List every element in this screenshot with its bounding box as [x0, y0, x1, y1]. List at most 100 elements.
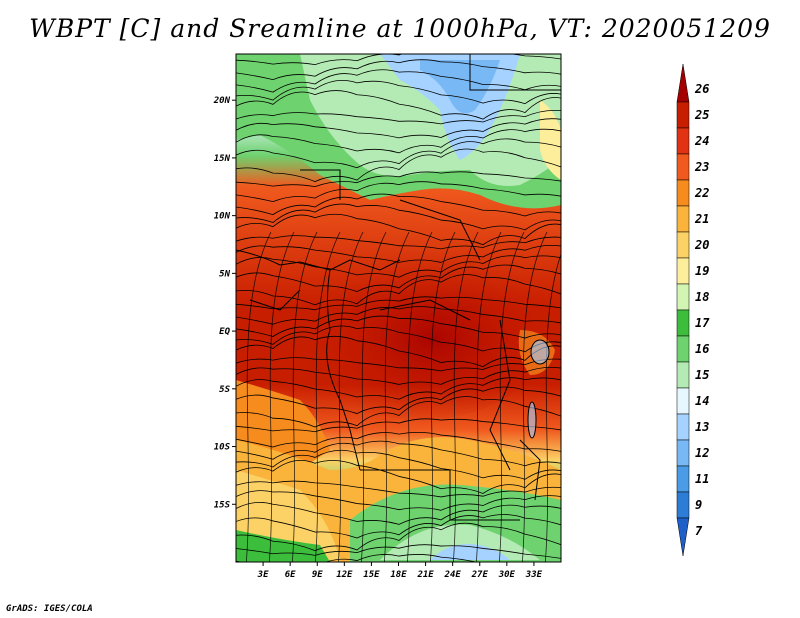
streamline	[475, 231, 502, 562]
streamline	[236, 357, 561, 372]
streamline	[236, 440, 561, 467]
colorbar-label: 22	[694, 186, 709, 200]
streamline	[360, 231, 387, 562]
colorbar-label: 13	[695, 420, 709, 434]
lon-tick-label: 21E	[416, 570, 434, 580]
streamline	[236, 59, 561, 81]
streamline	[236, 554, 478, 562]
lon-tick-label: 15E	[363, 570, 380, 580]
streamline	[236, 148, 561, 183]
colorbar-label: 19	[695, 264, 709, 278]
streamline	[236, 203, 561, 231]
streamline	[236, 79, 561, 105]
lat-tick-label: 15N	[214, 154, 231, 164]
streamline	[236, 366, 561, 385]
colorbar-label: 25	[694, 108, 709, 122]
colorbar-label: 24	[694, 134, 709, 148]
colorbar-segment	[676, 309, 690, 337]
streamline	[236, 213, 561, 246]
colorbar-label: 14	[695, 394, 709, 408]
colorbar-segment	[676, 283, 690, 311]
streamline	[236, 418, 561, 433]
chart-title: WBPT [C] and Sreamline at 1000hPa, VT: 2…	[29, 14, 771, 43]
streamline	[236, 459, 561, 494]
streamline	[406, 231, 433, 562]
colorbar-label: 21	[694, 212, 709, 226]
streamline	[236, 90, 561, 120]
streamline	[236, 235, 561, 250]
lat-tick-label: 10N	[214, 212, 231, 222]
streamline	[236, 264, 561, 292]
streamline	[236, 522, 561, 552]
streamline	[236, 109, 561, 125]
colorbar-label: 16	[695, 342, 709, 356]
colorbar-segment	[676, 465, 690, 493]
streamline	[236, 544, 561, 559]
streamline	[236, 449, 561, 480]
streamline	[236, 193, 561, 217]
streamline	[236, 315, 561, 339]
streamline	[236, 514, 561, 539]
streamline	[236, 377, 561, 400]
streamline	[236, 306, 561, 325]
lon-tick-label: 27E	[471, 570, 489, 580]
streamline	[236, 432, 561, 452]
streamline	[236, 502, 561, 525]
colorbar-segment	[676, 413, 690, 441]
lon-tick-label: 12E	[336, 570, 353, 580]
credit-text: GrADS: IGES/COLA	[6, 604, 93, 614]
colorbar-label: 26	[694, 82, 709, 96]
colorbar-segment	[676, 153, 690, 181]
streamline	[236, 255, 561, 278]
colorbar: 26 25 24 23 22 21 20 19 18 17 16 15 14 13 12 11 9 7	[676, 63, 710, 557]
streamline	[314, 231, 341, 562]
colorbar-label: 17	[695, 316, 710, 330]
lon-tick-label: 9E	[312, 570, 323, 580]
colorbar-label: 23	[694, 160, 709, 174]
streamline	[245, 231, 272, 562]
lon-tick-label: 30E	[498, 570, 516, 580]
streamline	[236, 396, 561, 428]
colorbar-segment	[676, 101, 690, 129]
colorbar-segment	[676, 439, 690, 467]
streamline	[268, 231, 295, 562]
colorbar-segment	[676, 361, 690, 389]
colorbar-segment	[676, 257, 690, 285]
colorbar-segment	[676, 179, 690, 207]
streamline	[236, 335, 561, 368]
streamline	[544, 253, 561, 562]
streamline	[236, 386, 561, 414]
lat-tick-label: 15S	[214, 500, 231, 510]
streamline	[498, 231, 525, 562]
lon-tick-label: 33E	[525, 570, 543, 580]
colorbar-label: 11	[695, 472, 709, 486]
lat-tick-label: 5N	[219, 269, 230, 279]
colorbar-segment	[676, 491, 690, 519]
lat-tick-label: EQ	[219, 327, 230, 337]
colorbar-segment	[676, 63, 690, 103]
colorbar-segment	[676, 205, 690, 233]
streamline	[236, 325, 561, 353]
streamline	[236, 69, 561, 93]
lon-tick-label: 18E	[390, 570, 407, 580]
streamline	[337, 231, 364, 562]
streamline	[521, 231, 548, 562]
lon-tick-label: 24E	[444, 570, 462, 580]
temperature-field	[236, 54, 561, 562]
lat-tick-label: 5S	[219, 385, 230, 395]
colorbar-label: 18	[695, 290, 709, 304]
streamline	[236, 296, 561, 311]
streamline	[383, 231, 410, 562]
colorbar-segment	[676, 231, 690, 259]
colorbar-segment	[676, 387, 690, 415]
streamline	[236, 118, 561, 139]
streamline	[236, 244, 561, 263]
streamline	[452, 231, 479, 562]
lon-tick-label: 3E	[257, 570, 269, 580]
colorbar-segment	[676, 335, 690, 363]
streamline	[236, 171, 561, 188]
streamline	[236, 490, 561, 511]
colorbar-label: 7	[695, 524, 703, 538]
streamline	[236, 181, 561, 203]
